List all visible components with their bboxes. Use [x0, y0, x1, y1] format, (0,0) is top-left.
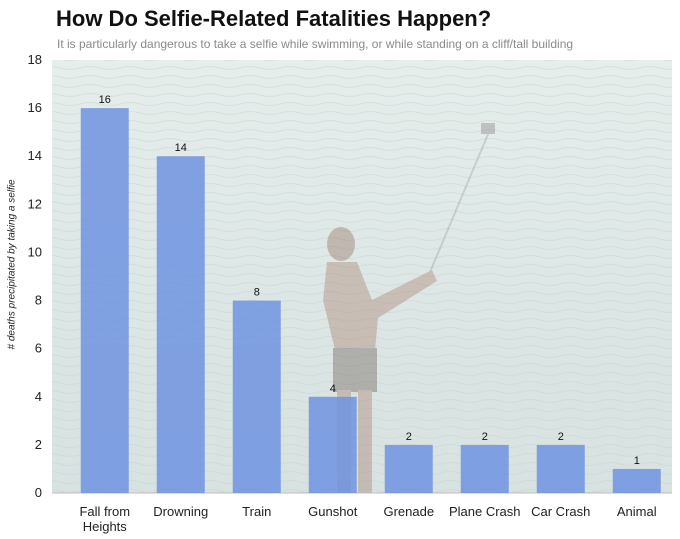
bar	[612, 468, 661, 493]
data-label: 16	[99, 94, 111, 106]
bar	[536, 444, 585, 493]
x-tick-label: Animal	[617, 504, 657, 519]
y-tick-label: 10	[28, 244, 42, 259]
bar	[156, 156, 205, 493]
bar	[384, 444, 433, 493]
data-label: 14	[175, 142, 187, 154]
y-tick-label: 8	[35, 293, 42, 308]
data-label: 8	[254, 287, 260, 299]
x-tick-label: Drowning	[153, 504, 208, 519]
bar	[308, 396, 357, 493]
bar-series	[80, 108, 661, 493]
data-label: 4	[330, 383, 336, 395]
x-tick-label: Grenade	[383, 504, 434, 519]
y-tick-label: 12	[28, 196, 42, 211]
x-tick-label: Train	[242, 504, 271, 519]
chart-subtitle: It is particularly dangerous to take a s…	[57, 37, 574, 51]
x-axis: Fall from Heights Drowning Train Gunshot Gren…	[79, 504, 656, 534]
y-tick-label: 14	[28, 148, 42, 163]
data-label: 2	[482, 431, 488, 443]
x-tick-label: Gunshot	[308, 504, 358, 519]
y-tick-label: 16	[28, 100, 42, 115]
x-tick-label: Fall from Heights	[79, 504, 130, 534]
x-tick-label: Plane Crash	[449, 504, 521, 519]
data-label: 2	[406, 431, 412, 443]
y-tick-label: 0	[35, 485, 42, 500]
data-label: 2	[558, 431, 564, 443]
y-tick-label: 4	[35, 389, 42, 404]
data-label: 1	[634, 455, 640, 467]
y-axis: 0 2 4 6 8 10 12 14 16 18	[28, 52, 42, 500]
bar	[80, 108, 129, 493]
data-labels: 16 14 8 4 2 2 2 1	[99, 94, 640, 467]
x-tick-label: Car Crash	[531, 504, 590, 519]
bar	[232, 300, 281, 493]
y-tick-label: 6	[35, 341, 42, 356]
y-tick-label: 2	[35, 437, 42, 452]
background-photo	[52, 60, 672, 493]
chart-title: How Do Selfie-Related Fatalities Happen?	[56, 6, 492, 31]
bar	[460, 444, 509, 493]
y-tick-label: 18	[28, 52, 42, 67]
